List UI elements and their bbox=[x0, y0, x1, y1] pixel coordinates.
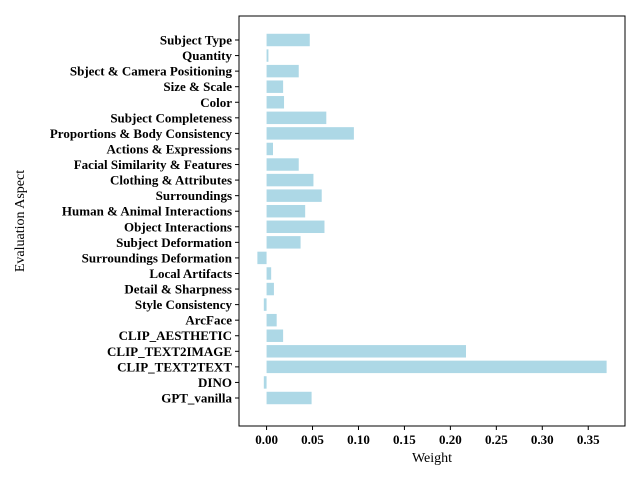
plot-frame bbox=[238, 15, 626, 427]
x-axis: 0.00 0.05 0.10 0.15 0.20 0.25 0.30 0.35 bbox=[255, 426, 600, 447]
x-tick-label: 0.10 bbox=[347, 432, 370, 447]
bar bbox=[266, 313, 277, 327]
bar bbox=[266, 220, 325, 234]
y-tick-label: CLIP_TEXT2TEXT bbox=[117, 359, 232, 374]
y-tick-label: Local Artifacts bbox=[149, 266, 232, 281]
y-tick-label: CLIP_TEXT2IMAGE bbox=[107, 344, 232, 359]
y-tick-label: Quantity bbox=[182, 48, 232, 63]
bars-group bbox=[257, 33, 607, 405]
y-tick-label: Sbject & Camera Positioning bbox=[70, 64, 233, 79]
bar bbox=[266, 142, 274, 156]
y-tick-label: Subject Completeness bbox=[110, 110, 232, 125]
bar bbox=[266, 173, 314, 187]
bar bbox=[266, 111, 327, 125]
y-tick-label: Human & Animal Interactions bbox=[62, 204, 232, 219]
x-tick-label: 0.25 bbox=[485, 432, 508, 447]
y-tick-label: Style Consistency bbox=[135, 297, 233, 312]
bar bbox=[263, 376, 267, 389]
x-tick-label: 0.00 bbox=[255, 432, 278, 447]
bar bbox=[266, 127, 354, 140]
y-tick-label: Surroundings bbox=[156, 188, 232, 203]
bar bbox=[266, 329, 284, 342]
y-tick-label: Color bbox=[200, 95, 232, 110]
x-tick-label: 0.35 bbox=[577, 432, 600, 447]
bar bbox=[266, 360, 607, 374]
y-tick-label: Subject Type bbox=[160, 33, 232, 48]
y-axis-title: Evaluation Aspect bbox=[13, 170, 28, 272]
y-tick-label: CLIP_AESTHETIC bbox=[119, 328, 232, 343]
bar bbox=[266, 282, 274, 296]
y-tick-label: Surroundings Deformation bbox=[82, 250, 233, 265]
y-tick-label: Size & Scale bbox=[163, 79, 232, 94]
bar bbox=[266, 204, 306, 218]
bar bbox=[266, 80, 284, 93]
y-tick-label: Proportions & Body Consistency bbox=[50, 126, 233, 141]
x-tick-label: 0.05 bbox=[301, 432, 324, 447]
bar bbox=[266, 64, 299, 78]
y-tick-label: Detail & Sharpness bbox=[124, 282, 232, 297]
bar bbox=[266, 189, 322, 202]
y-tick-label: Facial Similarity & Features bbox=[74, 157, 232, 172]
y-tick-label: Clothing & Attributes bbox=[110, 173, 232, 188]
x-tick-label: 0.20 bbox=[439, 432, 462, 447]
y-tick-label: Subject Deformation bbox=[116, 235, 233, 250]
x-axis-title: Weight bbox=[412, 451, 452, 466]
y-tick-label: Actions & Expressions bbox=[107, 141, 232, 156]
x-tick-label: 0.15 bbox=[393, 432, 416, 447]
y-tick-label: Object Interactions bbox=[124, 219, 232, 234]
bar bbox=[263, 298, 267, 311]
bar bbox=[266, 345, 467, 358]
y-tick-label: GPT_vanilla bbox=[161, 391, 232, 406]
bar bbox=[266, 49, 269, 62]
bar bbox=[266, 96, 285, 109]
bar bbox=[266, 267, 272, 280]
bar bbox=[266, 391, 312, 405]
bar bbox=[266, 33, 310, 47]
bar bbox=[266, 236, 301, 249]
bar bbox=[257, 251, 267, 265]
y-tick-label: ArcFace bbox=[185, 313, 232, 328]
x-tick-label: 0.30 bbox=[531, 432, 554, 447]
y-tick-label: DINO bbox=[198, 375, 232, 390]
bar bbox=[266, 158, 299, 171]
